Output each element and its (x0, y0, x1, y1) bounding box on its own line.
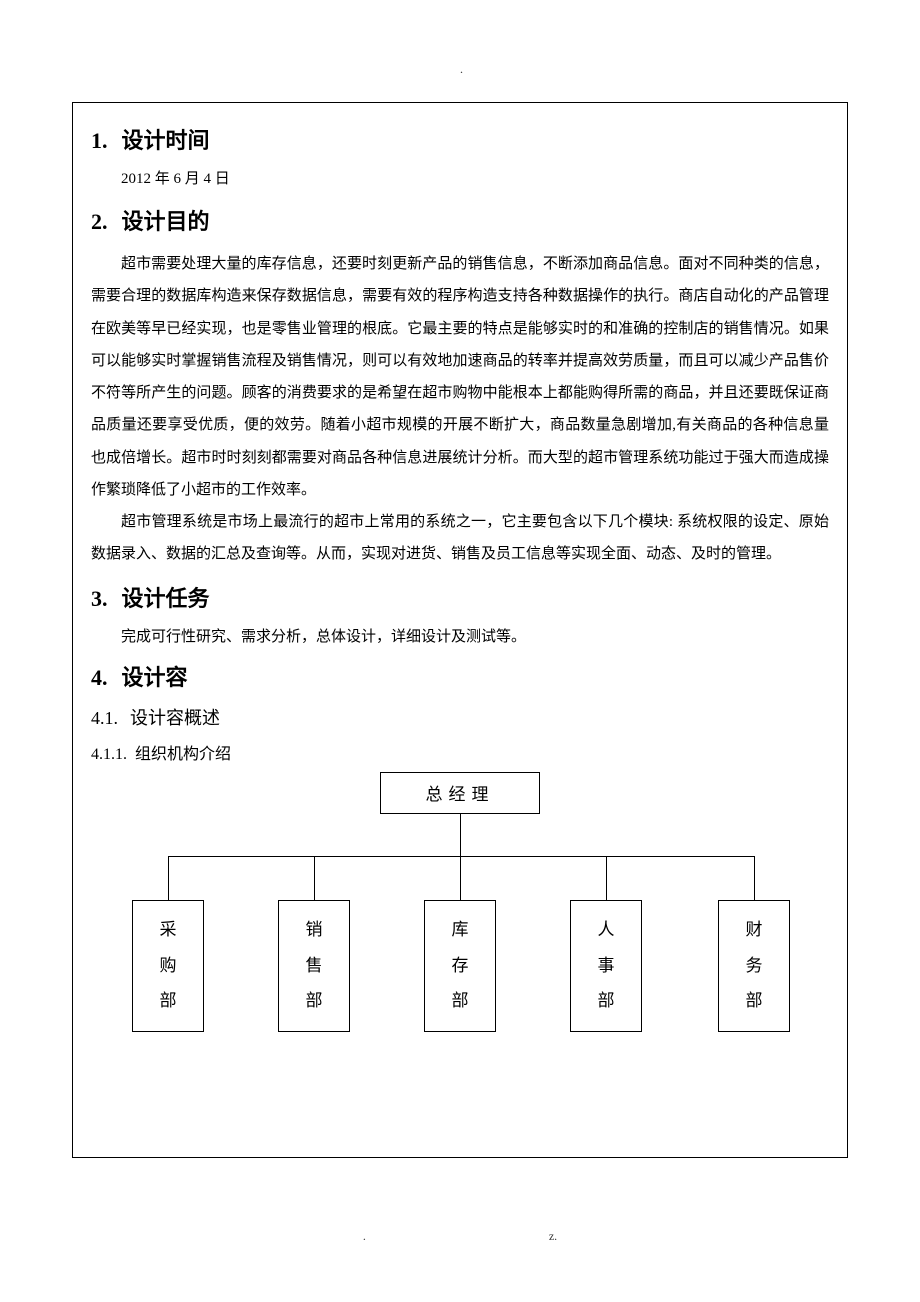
heading-4-1-1: 4.1.1. 组织机构介绍 (91, 740, 829, 764)
heading-number: 1. (91, 128, 108, 153)
org-connector (314, 856, 315, 900)
org-connector (460, 814, 461, 856)
header-dot: . (460, 62, 463, 77)
footer-dot-left: . (363, 1229, 366, 1244)
org-connector (168, 856, 754, 857)
section-design-time: 1. 设计时间 2012 年 6 月 4 日 (91, 123, 829, 188)
org-child-char: 库 (452, 912, 469, 948)
heading-text: 组织机构介绍 (135, 746, 231, 763)
heading-number: 4.1. (91, 708, 118, 728)
org-connector (754, 856, 755, 900)
heading-text: 设计时间 (122, 128, 210, 153)
heading-text: 设计目的 (122, 209, 210, 234)
org-child-node: 人事部 (570, 900, 642, 1032)
heading-number: 4.1.1. (91, 746, 127, 763)
org-root-node: 总经理 (380, 772, 540, 814)
section-design-task: 3. 设计任务 完成可行性研究、需求分析，总体设计，详细设计及测试等。 (91, 581, 829, 646)
page-frame: 1. 设计时间 2012 年 6 月 4 日 2. 设计目的 超市需要处理大量的库存… (72, 102, 848, 1158)
design-date: 2012 年 6 月 4 日 (121, 167, 829, 188)
heading-text: 设计容概述 (130, 708, 220, 728)
section-design-purpose: 2. 设计目的 超市需要处理大量的库存信息，还要时刻更新产品的销售信息，不断添加商… (91, 204, 829, 571)
org-child-char: 部 (598, 983, 615, 1019)
heading-number: 3. (91, 586, 108, 611)
org-chart: 总经理 采购部销售部库存部人事部财务部 (100, 772, 820, 1038)
heading-3: 3. 设计任务 (91, 581, 829, 613)
paragraph: 超市需要处理大量的库存信息，还要时刻更新产品的销售信息，不断添加商品信息。面对不… (91, 248, 829, 506)
org-child-char: 部 (306, 983, 323, 1019)
footer-dot-right: z. (549, 1229, 557, 1244)
org-child-char: 售 (306, 948, 323, 984)
org-child-node: 财务部 (718, 900, 790, 1032)
org-child-char: 销 (306, 912, 323, 948)
org-child-char: 部 (160, 983, 177, 1019)
task-line: 完成可行性研究、需求分析，总体设计，详细设计及测试等。 (121, 625, 829, 646)
paragraph: 超市管理系统是市场上最流行的超市上常用的系统之一，它主要包含以下几个模块: 系统… (91, 506, 829, 571)
org-child-char: 务 (746, 948, 763, 984)
org-connector (606, 856, 607, 900)
heading-4: 4. 设计容 (91, 660, 829, 692)
org-child-char: 事 (598, 948, 615, 984)
heading-1: 1. 设计时间 (91, 123, 829, 155)
heading-text: 设计任务 (122, 586, 210, 611)
org-child-node: 销售部 (278, 900, 350, 1032)
org-child-char: 部 (452, 983, 469, 1019)
heading-2: 2. 设计目的 (91, 204, 829, 236)
org-child-char: 人 (598, 912, 615, 948)
footer: . z. (0, 1229, 920, 1244)
org-connector (460, 856, 461, 900)
org-connector (168, 856, 169, 900)
org-child-char: 购 (160, 948, 177, 984)
org-child-char: 存 (452, 948, 469, 984)
heading-text: 设计容 (122, 665, 188, 690)
heading-number: 2. (91, 209, 108, 234)
org-child-node: 库存部 (424, 900, 496, 1032)
org-child-node: 采购部 (132, 900, 204, 1032)
heading-number: 4. (91, 665, 108, 690)
org-child-char: 财 (746, 912, 763, 948)
org-child-char: 部 (746, 983, 763, 1019)
heading-4-1: 4.1. 设计容概述 (91, 704, 829, 730)
section-design-content: 4.设计容 4.1.设计容概述 4.1.1.组织机构介绍 总经理 采购部销售部库… (91, 660, 829, 1038)
org-child-char: 采 (160, 912, 177, 948)
